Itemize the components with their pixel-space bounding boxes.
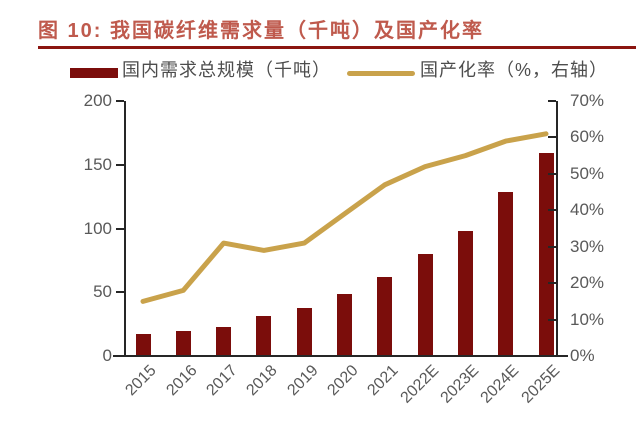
y-axis-tick-right [548, 355, 556, 357]
y-axis-tick-right [548, 136, 556, 139]
bar-2019 [296, 307, 312, 356]
y-axis-label-right: 70% [570, 91, 605, 110]
x-axis-line [113, 355, 568, 357]
y-axis-label-left: 0 [102, 346, 112, 365]
legend-label-rate: 国产化率（%，右轴） [420, 60, 609, 80]
left-axis-line [124, 101, 126, 356]
bar-2023E [457, 231, 473, 356]
plot-area [125, 101, 558, 356]
x-axis-label-2018: 2018 [243, 362, 281, 400]
y-axis-label-left: 50 [93, 282, 112, 302]
y-axis-label-left: 150 [83, 154, 112, 174]
y-axis-label-right: 50% [570, 163, 605, 183]
x-axis-label-2016: 2016 [163, 362, 201, 400]
y-axis-tick-left [116, 100, 124, 102]
bar-2015 [135, 334, 151, 356]
x-axis-label-2015: 2015 [122, 362, 161, 400]
y-axis-label-right: 20% [570, 273, 605, 293]
y-axis-tick-left [116, 291, 124, 294]
x-axis-label-2020: 2020 [324, 362, 362, 400]
bar-2017 [216, 326, 232, 356]
y-axis-label-right: 0% [570, 346, 595, 365]
rate-line-series [140, 131, 549, 304]
y-axis-label-right: 30% [570, 236, 605, 256]
y-axis-tick-right [548, 318, 556, 321]
bar-2021 [377, 276, 393, 356]
y-axis-tick-right [548, 282, 556, 285]
bar-2024E [498, 191, 514, 356]
x-axis-label-2025E: 2025E [518, 362, 564, 407]
rate-line-layer [140, 131, 549, 304]
bar-2020 [337, 293, 352, 356]
bar-2022E [417, 254, 433, 356]
x-axis-label-2019: 2019 [284, 362, 322, 400]
bar-2025E [538, 153, 554, 356]
y-axis-label-right: 10% [570, 309, 605, 329]
bar-2018 [256, 316, 272, 356]
y-axis-tick-right [548, 209, 556, 212]
y-axis-tick-left [116, 355, 124, 357]
x-axis-label-2017: 2017 [203, 362, 241, 400]
y-axis-label-right: 40% [570, 200, 605, 220]
y-axis-tick-right [548, 245, 556, 248]
y-axis-tick-right [548, 100, 556, 102]
title-rule [38, 46, 636, 49]
figure-title: 图 10: 我国碳纤维需求量（千吨）及国产化率 [38, 20, 485, 42]
y-axis-tick-left [116, 163, 124, 166]
y-axis-label-right: 60% [570, 127, 605, 147]
legend-swatch-rate [347, 71, 415, 76]
y-axis-tick-right [548, 172, 556, 175]
y-axis-tick-left [116, 227, 124, 230]
x-axis-label-2023E: 2023E [437, 362, 483, 407]
legend-label-demand: 国内需求总规模（千吨） [122, 60, 331, 80]
x-axis-label-2024E: 2024E [477, 362, 523, 407]
y-axis-label-left: 200 [83, 91, 112, 110]
right-axis-line [556, 101, 558, 356]
y-axis-label-left: 100 [83, 218, 112, 238]
bar-2016 [175, 330, 191, 356]
legend-swatch-demand [70, 68, 118, 78]
x-axis-label-2022E: 2022E [397, 362, 443, 407]
